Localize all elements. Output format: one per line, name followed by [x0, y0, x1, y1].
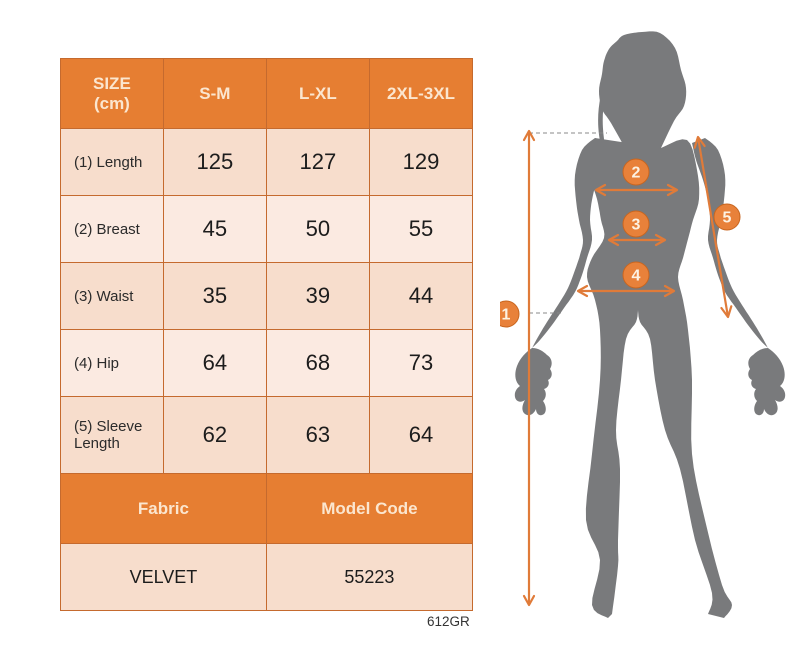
- svg-text:1: 1: [502, 307, 511, 324]
- svg-text:5: 5: [723, 210, 732, 227]
- svg-text:3: 3: [632, 217, 641, 234]
- svg-text:2: 2: [632, 165, 641, 182]
- svg-text:4: 4: [632, 268, 641, 285]
